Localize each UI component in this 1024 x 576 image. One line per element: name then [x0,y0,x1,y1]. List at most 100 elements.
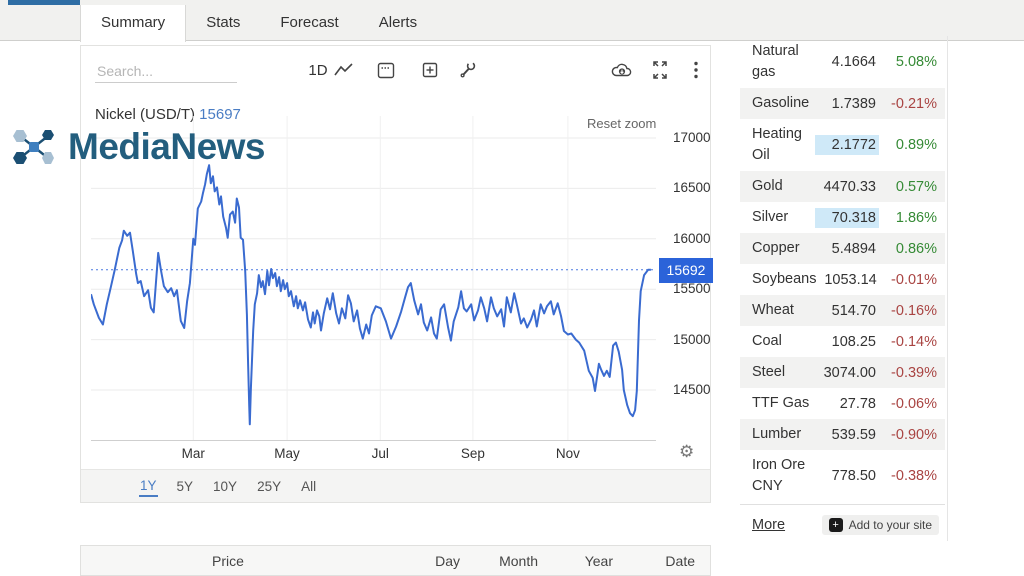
chart-type-icon[interactable] [331,58,357,82]
x-tick-label: Nov [555,446,580,461]
range-button-25y[interactable]: 25Y [257,478,282,494]
range-button-5y[interactable]: 5Y [176,478,194,494]
chart-panel: 1D [80,45,713,503]
commodity-change: 0.86% [895,240,937,257]
search-input[interactable] [95,60,237,83]
commodity-price: 70.318 [815,207,879,228]
x-tick-label: May [274,446,300,461]
commodity-name[interactable]: Lumber [752,426,802,443]
accent-bar [8,0,80,5]
sidebar-divider [947,36,948,541]
commodity-price: 1.7389 [831,95,876,112]
commodity-row-natural-gas[interactable]: Natural gas 4.1664 5.08% [740,36,945,88]
range-button-1y[interactable]: 1Y [139,476,158,497]
commodity-price: 4.1664 [831,54,876,71]
y-tick-label: 16500 [673,180,711,196]
column-header-day[interactable]: Day [435,552,460,569]
commodity-row-gold[interactable]: Gold 4470.33 0.57% [740,171,945,203]
column-header-year[interactable]: Year [584,552,613,569]
download-icon[interactable] [609,58,635,82]
commodity-name[interactable]: Wheat [752,302,794,319]
commodity-row-ttf-gas[interactable]: TTF Gas 27.78 -0.06% [740,388,945,419]
y-tick-label: 16000 [673,230,711,246]
medianews-logo-text: MediaNews [68,126,266,167]
commodity-change: -0.90% [891,426,937,443]
commodity-price: 5.4894 [831,240,876,257]
sidebar-footer: More + Add to your site [740,504,945,543]
commodity-row-gasoline[interactable]: Gasoline 1.7389 -0.21% [740,88,945,120]
commodity-row-iron-ore-cny[interactable]: Iron Ore CNY 778.50 -0.38% [740,450,945,502]
price-chart[interactable] [91,116,656,441]
commodity-row-coal[interactable]: Coal 108.25 -0.14% [740,326,945,357]
commodity-change: -0.06% [891,395,937,412]
more-link[interactable]: More [752,517,786,534]
y-axis-labels: 14500 15000 15500 16000 16500 17000 [673,116,721,441]
column-header-price[interactable]: Price [212,552,244,569]
column-header-month[interactable]: Month [499,552,538,569]
menu-kebab-icon[interactable] [683,58,709,82]
add-indicator-icon[interactable] [417,58,443,82]
y-tick-label: 15000 [673,331,711,347]
commodity-price: 2.1772 [815,135,879,156]
tab-list: Summary Stats Forecast Alerts [80,5,437,42]
commodity-name[interactable]: Heating Oil [752,126,802,164]
fullscreen-icon[interactable] [647,58,673,82]
commodity-price: 778.50 [831,468,876,485]
commodity-change: -0.16% [891,302,937,319]
commodity-change: -0.38% [891,468,937,485]
commodity-price: 539.59 [831,426,876,443]
tab-stats[interactable]: Stats [206,14,241,31]
chart-settings-gear-icon[interactable]: ⚙ [679,442,695,461]
y-tick-label: 14500 [673,381,711,397]
commodity-row-soybeans[interactable]: Soybeans 1053.14 -0.01% [740,264,945,295]
commodity-name[interactable]: Natural gas [752,43,799,81]
commodity-change: 0.57% [895,178,937,195]
commodity-row-heating-oil[interactable]: Heating Oil 2.1772 0.89% [740,119,945,171]
tools-icon[interactable] [455,58,481,82]
commodity-row-copper[interactable]: Copper 5.4894 0.86% [740,233,945,265]
commodity-name[interactable]: Gasoline [752,95,810,112]
commodity-price: 4470.33 [823,178,876,195]
tab-forecast[interactable]: Forecast [280,14,339,31]
x-axis-labels: Mar May Jul Sep Nov [91,446,656,464]
plus-icon: + [828,518,843,533]
commodities-sidebar: Natural gas 4.1664 5.08% Gasoline 1.7389 -0.2… [740,36,945,543]
commodity-name[interactable]: Coal [752,333,782,350]
commodity-change: 0.89% [895,137,937,154]
commodity-change: -0.14% [891,333,937,350]
y-tick-label: 17000 [673,129,711,145]
commodity-name[interactable]: TTF Gas [752,395,810,412]
commodity-name[interactable]: Silver [752,209,789,226]
add-to-your-site-label: Add to your site [848,518,932,533]
range-selector: 1Y 5Y 10Y 25Y All [81,469,710,502]
add-to-your-site-button[interactable]: + Add to your site [821,515,939,536]
range-button-10y[interactable]: 10Y [213,478,238,494]
commodity-price: 27.78 [839,395,876,412]
commodity-name[interactable]: Steel [752,364,786,381]
commodity-name[interactable]: Soybeans [752,271,817,288]
commodity-price: 514.70 [831,302,876,319]
x-tick-label: Jul [371,446,389,461]
range-button-all[interactable]: All [301,478,317,494]
tab-summary[interactable]: Summary [80,5,187,42]
commodity-name[interactable]: Iron Ore CNY [752,457,806,495]
commodity-change: -0.39% [891,364,937,381]
commodity-row-silver[interactable]: Silver 70.318 1.86% [740,202,945,233]
commodity-row-lumber[interactable]: Lumber 539.59 -0.90% [740,419,945,451]
commodity-row-steel[interactable]: Steel 3074.00 -0.39% [740,357,945,389]
last-price: 15697 [199,106,241,123]
medianews-logo: MediaNews [8,124,266,170]
tab-alerts[interactable]: Alerts [378,14,418,31]
chart-title: Nickel (USD/T) 15697 [95,106,241,123]
reset-zoom-button[interactable]: Reset zoom [587,116,657,131]
commodity-name[interactable]: Copper [752,240,800,257]
commodity-row-wheat[interactable]: Wheat 514.70 -0.16% [740,295,945,327]
column-header-date[interactable]: Date [665,552,695,569]
commodity-price: 1053.14 [824,271,877,288]
interval-button[interactable]: 1D [308,61,328,79]
commodity-change: -0.21% [891,95,937,112]
top-tab-bar: Summary Stats Forecast Alerts [0,0,1024,42]
calendar-icon[interactable] [373,58,399,82]
commodity-name[interactable]: Gold [752,178,783,195]
x-tick-label: Mar [181,446,205,461]
